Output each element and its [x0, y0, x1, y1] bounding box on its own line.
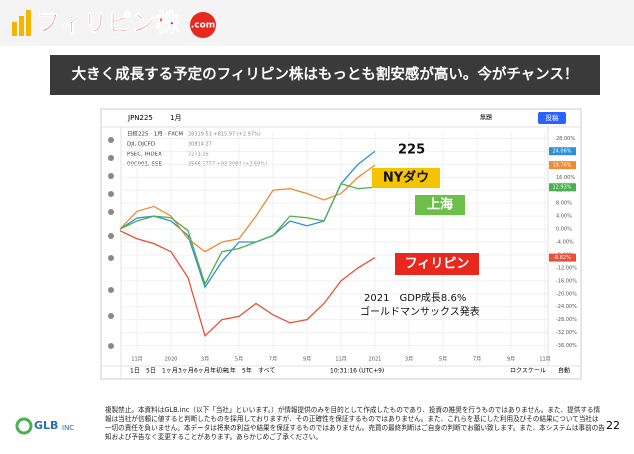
x-tick-label: 5月	[439, 357, 447, 363]
logo-icon	[12, 22, 17, 36]
series-line	[119, 182, 376, 286]
tool-icon[interactable]	[108, 233, 114, 239]
clock: 10:31:16 (UTC+9)	[330, 368, 384, 375]
tool-icon[interactable]	[108, 137, 114, 143]
logo-icon	[19, 16, 24, 36]
annotation-bg	[372, 168, 440, 188]
note: 2021 GDP成長8.6%	[364, 292, 466, 304]
post-label[interactable]: 投稿	[546, 113, 560, 122]
y-tick-label: -28.00%	[556, 317, 577, 323]
layout-title[interactable]: 無題	[480, 114, 492, 122]
tool-icon[interactable]	[108, 313, 114, 319]
period[interactable]: 1月	[170, 114, 181, 122]
value-badge	[549, 147, 576, 156]
value-badge	[549, 161, 576, 170]
logo-badge-bg	[190, 12, 216, 38]
series-line	[119, 164, 376, 253]
legend-name: DJI, DJCFD	[127, 142, 155, 148]
y-tick-label: -4.00%	[556, 240, 574, 246]
tool-icon[interactable]	[108, 287, 114, 293]
annotation-bg	[415, 195, 465, 215]
note: ゴールドマンサックス発表	[360, 305, 480, 318]
y-tick-label: -12.00%	[556, 265, 577, 271]
x-tick-label: 2021	[369, 357, 382, 363]
annotation: フィリピン	[405, 257, 470, 272]
x-tick-label: 11月	[335, 357, 346, 363]
x-tick-label: 7月	[473, 357, 481, 363]
page-number: 22	[606, 419, 620, 432]
range-button[interactable]: 5年	[242, 367, 252, 375]
y-tick-label: -20.00%	[556, 291, 577, 297]
y-tick-label: 0.00%	[556, 227, 572, 233]
x-tick-label: 3月	[405, 357, 413, 363]
range-button[interactable]: 1年	[226, 367, 236, 375]
tool-icon[interactable]	[108, 343, 114, 349]
legend-name: PSEC, IHDEX	[127, 152, 162, 158]
annotation-bg	[395, 253, 479, 275]
tool-icon[interactable]	[108, 255, 114, 261]
value-label: 19.76%	[552, 163, 571, 169]
tool-icon[interactable]	[108, 173, 114, 179]
annotation: 上海	[427, 197, 453, 213]
range-button[interactable]: 6ヶ月	[194, 368, 210, 375]
company-suffix: INC	[62, 424, 74, 432]
x-tick-label: 11月	[131, 357, 142, 363]
x-tick-label: 7月	[269, 357, 277, 363]
value-badge	[549, 253, 576, 262]
legend-value: 30814.27	[188, 142, 212, 148]
x-tick-label: 2020	[165, 357, 178, 363]
logo-badge: .com	[191, 21, 215, 31]
x-tick-label: 9月	[507, 357, 515, 363]
auto[interactable]: 自動	[558, 367, 570, 375]
header-bg	[0, 0, 634, 46]
value-label: -8.82%	[553, 255, 571, 261]
tool-icon[interactable]	[108, 191, 114, 197]
y-tick-label: 8.00%	[556, 201, 572, 207]
company-logo	[15, 417, 33, 435]
tool-icons	[108, 137, 114, 349]
range-button[interactable]: 年初来	[210, 367, 228, 375]
legend-name: 日経225 · 1月 · FXCM	[127, 130, 183, 138]
y-tick-label: -16.00%	[556, 278, 577, 284]
disclaimer: 複製禁止。本資料はGLB.inc（以下「当社」といいます。）が情報提供のみを目的…	[105, 406, 605, 441]
range-button[interactable]: 1ヶ月	[162, 368, 178, 375]
banner-text: 大きく成長する予定のフィリピン株はもっとも割安感が高い。今がチャンス！	[72, 65, 579, 83]
range-button[interactable]: 3ヶ月	[178, 368, 194, 375]
tool-icon[interactable]	[108, 155, 114, 161]
range-button[interactable]: 1日	[130, 368, 140, 375]
legend-value: 28319.53 +815.97 (+2.97%)	[188, 132, 261, 138]
series-line	[119, 230, 376, 338]
symbol[interactable]: JPN225	[127, 114, 153, 122]
logo-icon	[26, 10, 31, 36]
range-button[interactable]: 5日	[146, 368, 156, 375]
y-tick-label: 16.00%	[556, 175, 575, 181]
legend-value: 7273.15	[188, 152, 209, 158]
value-badge	[549, 183, 576, 192]
x-tick-label: 5月	[235, 357, 243, 363]
company: GLB	[34, 419, 58, 432]
annotation: NYダウ	[383, 170, 429, 186]
x-tick-label: 9月	[303, 357, 311, 363]
banner-bg	[50, 55, 600, 95]
logo-text: フィリピン株	[36, 9, 181, 37]
y-tick-label: -32.00%	[556, 330, 577, 336]
y-tick-label: 28.00%	[556, 136, 575, 142]
y-tick-label: -36.00%	[556, 343, 577, 349]
value-label: 24.06%	[552, 149, 571, 155]
annotation: 225	[398, 143, 425, 158]
x-tick-label: 3月	[201, 357, 209, 363]
tool-icon[interactable]	[108, 209, 114, 215]
y-tick-label: -24.00%	[556, 304, 577, 310]
scale[interactable]: ロクスケール	[510, 368, 546, 375]
range-button[interactable]: すべて	[258, 368, 275, 375]
value-label: 12.93%	[552, 185, 571, 191]
x-tick-label: 11月	[539, 357, 550, 363]
post-button[interactable]	[538, 112, 566, 124]
y-tick-label: 4.00%	[556, 214, 572, 220]
